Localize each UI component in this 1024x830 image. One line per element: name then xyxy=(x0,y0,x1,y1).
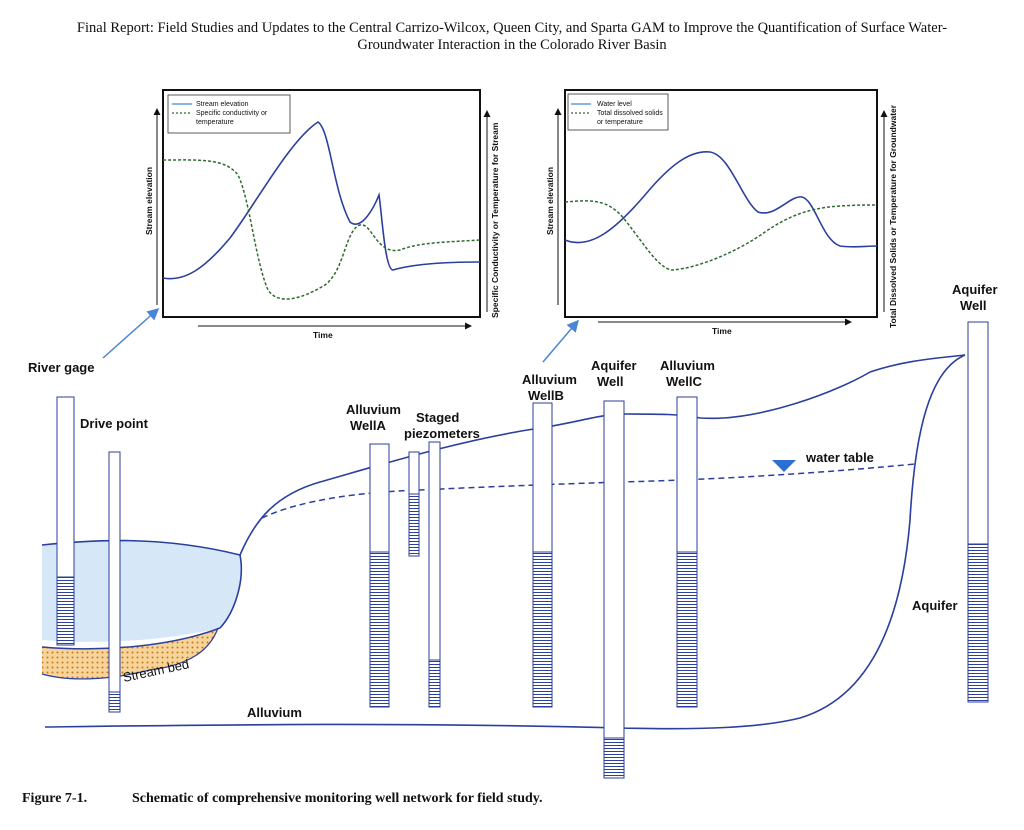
chart-right-x-label: Time xyxy=(712,326,732,336)
drive-point-label: Drive point xyxy=(80,416,149,431)
chart-right: Water level Total dissolved solids or te… xyxy=(545,89,898,336)
river-gage-arrow xyxy=(102,308,160,359)
water-table-marker xyxy=(772,460,796,472)
chart-right-frame xyxy=(564,89,878,318)
alluvium-well-c-label-1: Alluvium xyxy=(660,358,715,373)
chart-right-legend-water: Water level xyxy=(597,101,632,108)
report-header: Final Report: Field Studies and Updates … xyxy=(20,20,1004,54)
alluvium-well-c-label-2: WellC xyxy=(666,374,702,389)
chart-left-y-right-label: Specific Conductivity or Temperature for… xyxy=(490,122,500,318)
alluvium-well-b-label-1: Alluvium xyxy=(522,372,577,387)
chart-left: Stream elevation Specific conductivity o… xyxy=(144,89,500,340)
alluvium-label: Alluvium xyxy=(247,705,302,720)
figure-caption: Figure 7-1. Schematic of comprehensive mo… xyxy=(22,791,1002,807)
figure-caption-text: Schematic of comprehensive monitoring we… xyxy=(132,791,543,806)
header-line-1: Final Report: Field Studies and Updates … xyxy=(76,20,948,36)
stream-bed-bottom-line xyxy=(41,627,219,680)
alluvium-base-line xyxy=(44,723,621,729)
chart-left-legend-cond-2: temperature xyxy=(196,119,234,126)
chart-left-x-label: Time xyxy=(313,330,333,340)
chart-left-conductivity-curve xyxy=(162,159,481,300)
chart-right-legend-tds-1: Total dissolved solids xyxy=(597,110,663,117)
chart-left-stream-curve xyxy=(162,121,481,280)
stream-bed-top-line xyxy=(41,627,221,650)
alluvium-well-b xyxy=(532,402,553,708)
aquifer-well-mid xyxy=(603,400,625,779)
chart-right-tds-curve xyxy=(564,200,878,271)
staged-piezometer-2 xyxy=(428,441,441,708)
chart-left-y-label: Stream elevation xyxy=(144,167,154,235)
drive-point-well-2 xyxy=(108,451,121,713)
figure-number: Figure 7-1. xyxy=(22,791,88,806)
chart-right-legend-box xyxy=(567,93,669,131)
alluvium-well-c xyxy=(676,396,698,708)
staged-piezometers-label-1: Staged xyxy=(416,410,459,425)
aquifer-well-mid-label-1: Aquifer xyxy=(591,358,637,373)
drive-point-well-1 xyxy=(56,396,75,646)
alluvium-well-a xyxy=(369,443,390,708)
alluvium-well-b-label-2: WellB xyxy=(528,388,564,403)
stream-water xyxy=(42,540,242,642)
chart-left-legend-stream: Stream elevation xyxy=(196,101,249,108)
chart-left-legend-cond-1: Specific conductivity or xyxy=(196,110,268,117)
chart-right-legend-tds-2: or temperature xyxy=(597,119,643,126)
aquifer-well-mid-label-2: Well xyxy=(597,374,624,389)
chart-right-y-right-label: Total Dissolved Solids or Temperature fo… xyxy=(888,104,898,328)
aquifer-label: Aquifer xyxy=(912,598,958,613)
aquifer-well-right-label-2: Well xyxy=(960,298,987,313)
water-table-line xyxy=(261,463,916,519)
alluvium-well-a-label-1: Alluvium xyxy=(346,402,401,417)
chart-right-water-curve xyxy=(564,151,878,248)
stream-bank-line xyxy=(219,554,243,629)
aquifer-well-right xyxy=(967,321,989,703)
well-b-arrow xyxy=(542,319,579,363)
staged-piezometer-1 xyxy=(408,451,420,557)
water-table-label: water table xyxy=(805,450,874,465)
header-line-2: Groundwater Interaction in the Colorado … xyxy=(357,37,667,53)
chart-right-y-label: Stream elevation xyxy=(545,167,555,235)
staged-piezometers-label-2: piezometers xyxy=(404,426,480,441)
aquifer-boundary-line xyxy=(619,354,966,730)
alluvium-well-a-label-2: WellA xyxy=(350,418,386,433)
river-gage-label: River gage xyxy=(28,360,94,375)
chart-left-legend-box xyxy=(167,94,291,134)
aquifer-well-right-label-1: Aquifer xyxy=(952,282,998,297)
